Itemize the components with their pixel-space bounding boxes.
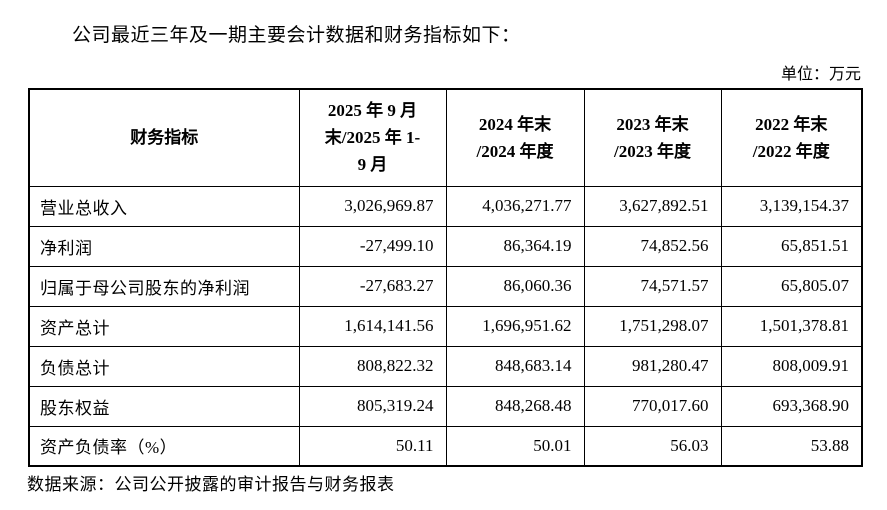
value-cell: 981,280.47 (583, 345, 722, 387)
header-cell-period-2023: 2023 年末 /2023 年度 (583, 88, 722, 187)
value-cell: 56.03 (583, 425, 722, 467)
row-label: 营业总收入 (28, 185, 300, 227)
table-row: 归属于母公司股东的净利润 -27,683.27 86,060.36 74,571… (28, 265, 863, 307)
row-label: 股东权益 (28, 385, 300, 427)
value-cell: 65,851.51 (720, 225, 863, 267)
value-cell: 770,017.60 (583, 385, 722, 427)
row-label: 归属于母公司股东的净利润 (28, 265, 300, 307)
value-cell: 848,268.48 (445, 385, 585, 427)
table-row: 净利润 -27,499.10 86,364.19 74,852.56 65,85… (28, 225, 863, 267)
value-cell: 1,614,141.56 (298, 305, 447, 347)
table-row: 负债总计 808,822.32 848,683.14 981,280.47 80… (28, 345, 863, 387)
header-cell-period-2024: 2024 年末 /2024 年度 (445, 88, 585, 187)
value-cell: 65,805.07 (720, 265, 863, 307)
value-cell: 74,852.56 (583, 225, 722, 267)
value-cell: 50.11 (298, 425, 447, 467)
value-cell: -27,683.27 (298, 265, 447, 307)
row-label: 净利润 (28, 225, 300, 267)
row-label: 资产总计 (28, 305, 300, 347)
header-row: 财务指标 2025 年 9 月 末/2025 年 1- 9 月 2024 年末 … (28, 88, 863, 187)
value-cell: 50.01 (445, 425, 585, 467)
value-cell: 1,696,951.62 (445, 305, 585, 347)
value-cell: 74,571.57 (583, 265, 722, 307)
header-cell-indicator: 财务指标 (28, 88, 300, 187)
data-source-note: 数据来源：公司公开披露的审计报告与财务报表 (27, 475, 395, 494)
unit-label: 单位：万元 (780, 66, 861, 83)
table-row: 资产负债率（%） 50.11 50.01 56.03 53.88 (28, 425, 863, 467)
header-cell-period-2025: 2025 年 9 月 末/2025 年 1- 9 月 (298, 88, 447, 187)
value-cell: 1,751,298.07 (583, 305, 722, 347)
value-cell: 3,627,892.51 (583, 185, 722, 227)
value-cell: 805,319.24 (298, 385, 447, 427)
value-cell: 693,368.90 (720, 385, 863, 427)
header-cell-period-2022: 2022 年末 /2022 年度 (720, 88, 863, 187)
value-cell: 1,501,378.81 (720, 305, 863, 347)
table-row: 资产总计 1,614,141.56 1,696,951.62 1,751,298… (28, 305, 863, 347)
value-cell: 86,060.36 (445, 265, 585, 307)
table-row: 股东权益 805,319.24 848,268.48 770,017.60 69… (28, 385, 863, 427)
value-cell: 4,036,271.77 (445, 185, 585, 227)
value-cell: 86,364.19 (445, 225, 585, 267)
value-cell: 3,026,969.87 (298, 185, 447, 227)
row-label: 资产负债率（%） (28, 425, 300, 467)
value-cell: 53.88 (720, 425, 863, 467)
value-cell: 848,683.14 (445, 345, 585, 387)
value-cell: 808,822.32 (298, 345, 447, 387)
row-label: 负债总计 (28, 345, 300, 387)
value-cell: 3,139,154.37 (720, 185, 863, 227)
value-cell: 808,009.91 (720, 345, 863, 387)
page-title: 公司最近三年及一期主要会计数据和财务指标如下： (72, 25, 521, 46)
financial-indicators-table: 财务指标 2025 年 9 月 末/2025 年 1- 9 月 2024 年末 … (28, 88, 863, 467)
value-cell: -27,499.10 (298, 225, 447, 267)
table-row: 营业总收入 3,026,969.87 4,036,271.77 3,627,89… (28, 185, 863, 227)
